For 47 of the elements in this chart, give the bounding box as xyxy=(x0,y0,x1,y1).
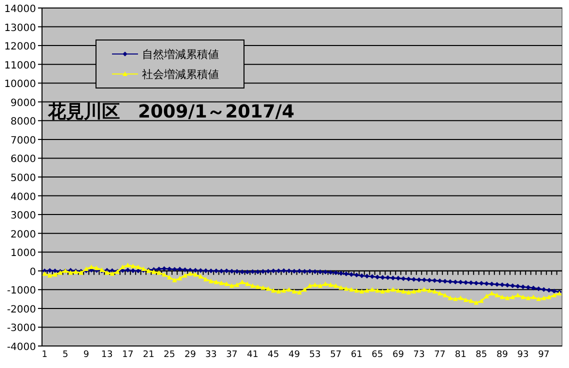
x-tick-label: 41 xyxy=(246,350,258,360)
x-tick-label: 97 xyxy=(538,350,550,360)
text: 花見川区 2009/1～2017/4 xyxy=(47,101,294,122)
x-tick-label: 1 xyxy=(42,350,48,360)
y-tick-label: 9000 xyxy=(10,98,36,109)
y-tick-label: 4000 xyxy=(10,192,36,203)
x-tick-label: 5 xyxy=(62,350,68,360)
y-tick-label: -4000 xyxy=(6,342,36,353)
x-tick-label: 57 xyxy=(330,350,342,360)
y-tick-label: 10000 xyxy=(4,79,36,90)
y-tick-label: 13000 xyxy=(4,22,36,34)
x-tick-label: 69 xyxy=(392,350,404,360)
y-tick-label: 6000 xyxy=(10,154,36,166)
x-tick-label: 29 xyxy=(184,350,196,360)
y-tick-label: 5000 xyxy=(10,173,36,184)
y-tick-label: -2000 xyxy=(6,304,36,316)
x-tick-label: 73 xyxy=(413,350,425,360)
legend-label: 社会増減累積値 xyxy=(142,68,219,81)
x-tick-label: 21 xyxy=(142,350,154,360)
x-tick-label: 45 xyxy=(268,350,280,360)
y-tick-label: 11000 xyxy=(4,60,36,72)
x-tick-label: 77 xyxy=(434,350,446,360)
y-tick-label: -3000 xyxy=(6,323,36,334)
y-tick-label: 14000 xyxy=(4,4,36,15)
y-tick-label: 7000 xyxy=(10,135,36,146)
y-tick-label: 8000 xyxy=(10,116,36,128)
x-tick-label: 61 xyxy=(350,350,362,360)
y-tick-label: 2000 xyxy=(10,229,36,240)
x-tick-label: 49 xyxy=(288,350,300,360)
x-tick-label: 85 xyxy=(476,350,488,360)
x-tick-label: 37 xyxy=(226,350,238,360)
y-tick-label: 0 xyxy=(30,266,36,278)
y-tick-label: -1000 xyxy=(6,286,36,297)
x-tick-label: 81 xyxy=(454,350,466,360)
x-tick-label: 93 xyxy=(517,350,529,360)
x-tick-label: 17 xyxy=(122,350,134,360)
y-tick-label: 12000 xyxy=(4,42,36,53)
x-tick-label: 25 xyxy=(164,350,176,360)
x-tick-label: 9 xyxy=(83,350,90,360)
y-tick-label: 3000 xyxy=(10,210,36,222)
y-tick-label: 1000 xyxy=(10,248,36,260)
legend-label: 自然増減累積値 xyxy=(142,48,219,61)
x-tick-label: 33 xyxy=(205,350,217,360)
x-tick-label: 89 xyxy=(496,350,508,360)
x-tick-label: 53 xyxy=(309,350,321,360)
x-tick-label: 65 xyxy=(372,350,384,360)
x-tick-label: 13 xyxy=(101,350,113,360)
